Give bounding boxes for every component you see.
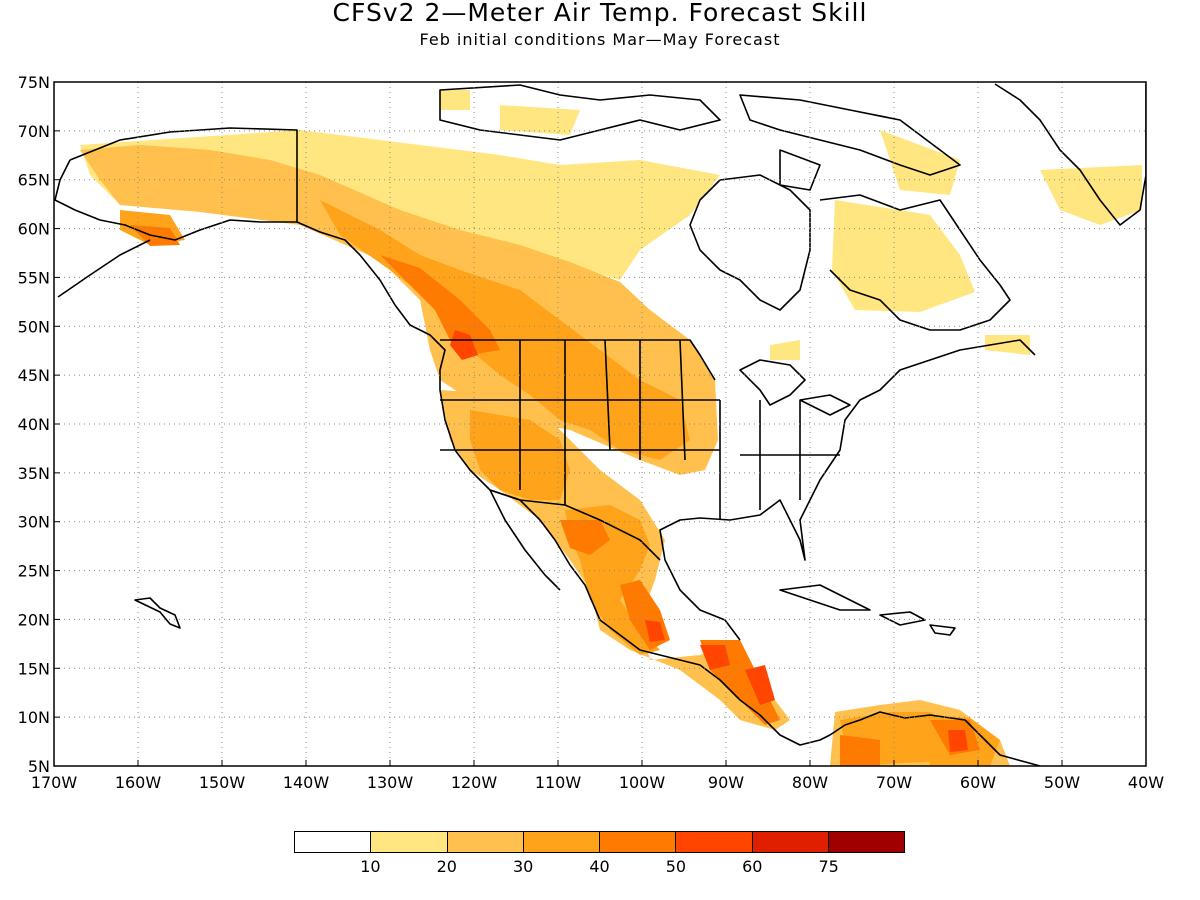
lat-tick-label: 65N (18, 171, 50, 190)
lat-tick-label: 20N (18, 610, 50, 629)
legend-swatch (371, 832, 448, 852)
grid-lines (54, 82, 1146, 766)
lon-tick-label: 80W (792, 773, 828, 792)
lat-tick-label: 70N (18, 122, 50, 141)
lat-tick-label: 30N (18, 513, 50, 532)
lon-tick-label: 170W (31, 773, 78, 792)
lon-tick-label: 90W (708, 773, 744, 792)
legend-label: 60 (742, 857, 763, 876)
lat-tick-label: 50N (18, 317, 50, 336)
coastlines (54, 83, 1146, 766)
lat-tick-label: 45N (18, 366, 50, 385)
legend-label: 20 (436, 857, 457, 876)
legend-swatch (523, 832, 600, 852)
color-legend (294, 831, 905, 853)
lat-axis: 75N 70N 65N 60N 55N 50N 45N 40N 35N 30N 25N 20N 15N 1… (18, 73, 60, 776)
legend-label: 50 (665, 857, 687, 876)
lon-tick-label: 50W (1044, 773, 1080, 792)
lat-tick-label: 55N (18, 268, 50, 287)
lat-tick-label: 5N (28, 757, 50, 776)
legend-swatch (752, 832, 829, 852)
legend-swatch (447, 832, 524, 852)
map-title: CFSv2 2—Meter Air Temp. Forecast Skill (332, 0, 868, 27)
lat-tick-label: 35N (18, 464, 50, 483)
skill-shading (80, 90, 1142, 766)
lon-tick-label: 150W (199, 773, 246, 792)
lon-tick-label: 100W (619, 773, 666, 792)
lon-tick-label: 160W (115, 773, 162, 792)
lon-tick-label: 110W (535, 773, 582, 792)
lon-tick-label: 60W (960, 773, 996, 792)
legend-label: 30 (512, 857, 534, 876)
lat-tick-label: 10N (18, 708, 50, 727)
lat-tick-label: 75N (18, 73, 50, 92)
map-subtitle: Feb initial conditions Mar—May Forecast (419, 30, 781, 49)
legend-swatch (600, 832, 677, 852)
lat-tick-label: 25N (18, 562, 50, 581)
legend-label: 75 (818, 857, 839, 876)
lon-tick-label: 40W (1128, 773, 1164, 792)
lon-tick-label: 130W (367, 773, 414, 792)
legend-label: 10 (360, 857, 381, 876)
lon-tick-label: 140W (283, 773, 330, 792)
legend-swatch (676, 832, 753, 852)
legend-label: 40 (589, 857, 610, 876)
lat-tick-label: 15N (18, 659, 50, 678)
lon-axis: 170W 160W 150W 140W 130W 120W 110W 100W 90W 80W 70… (31, 760, 1164, 792)
legend-swatch (295, 832, 372, 852)
lat-tick-label: 40N (18, 415, 50, 434)
lon-tick-label: 120W (451, 773, 498, 792)
legend-swatch (828, 832, 904, 852)
lat-tick-label: 60N (18, 220, 50, 239)
lon-tick-label: 70W (876, 773, 912, 792)
